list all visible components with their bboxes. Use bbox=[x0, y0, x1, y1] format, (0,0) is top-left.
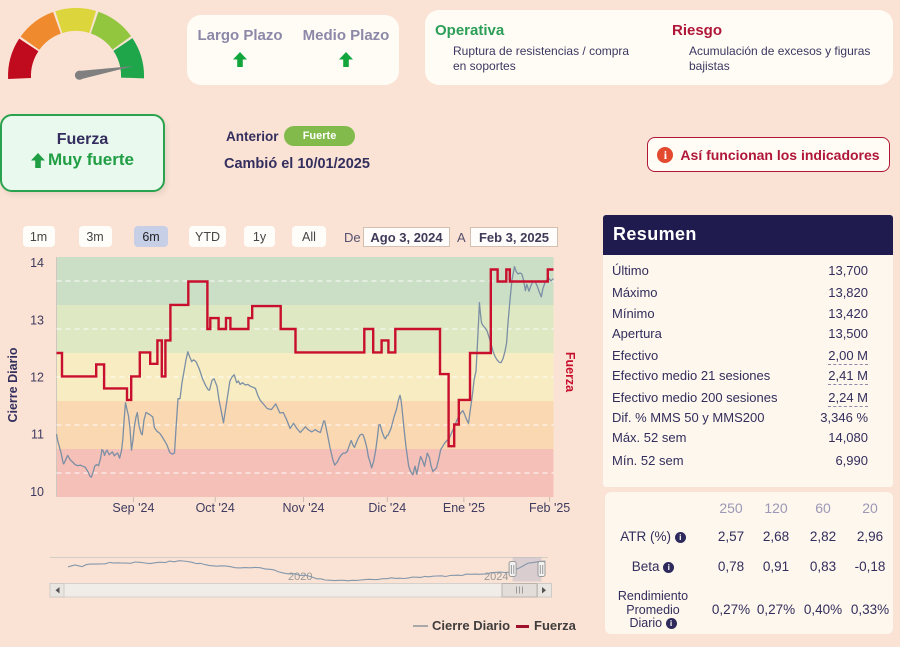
svg-text:Cierre Diario: Cierre Diario bbox=[6, 347, 20, 422]
svg-text:Dic '24: Dic '24 bbox=[368, 501, 406, 515]
svg-text:Fuerza: Fuerza bbox=[563, 352, 577, 393]
svg-text:2024: 2024 bbox=[484, 571, 508, 583]
svg-text:12: 12 bbox=[30, 371, 44, 385]
svg-text:Oct '24: Oct '24 bbox=[196, 501, 235, 515]
svg-text:Ene '25: Ene '25 bbox=[443, 501, 485, 515]
svg-text:11: 11 bbox=[31, 428, 44, 442]
svg-text:Nov '24: Nov '24 bbox=[283, 501, 325, 515]
svg-text:10: 10 bbox=[30, 485, 44, 499]
svg-text:Sep '24: Sep '24 bbox=[112, 501, 154, 515]
svg-text:Feb '25: Feb '25 bbox=[529, 501, 570, 515]
svg-text:13: 13 bbox=[30, 313, 44, 327]
svg-text:14: 14 bbox=[30, 256, 44, 270]
svg-text:2020: 2020 bbox=[288, 571, 312, 583]
